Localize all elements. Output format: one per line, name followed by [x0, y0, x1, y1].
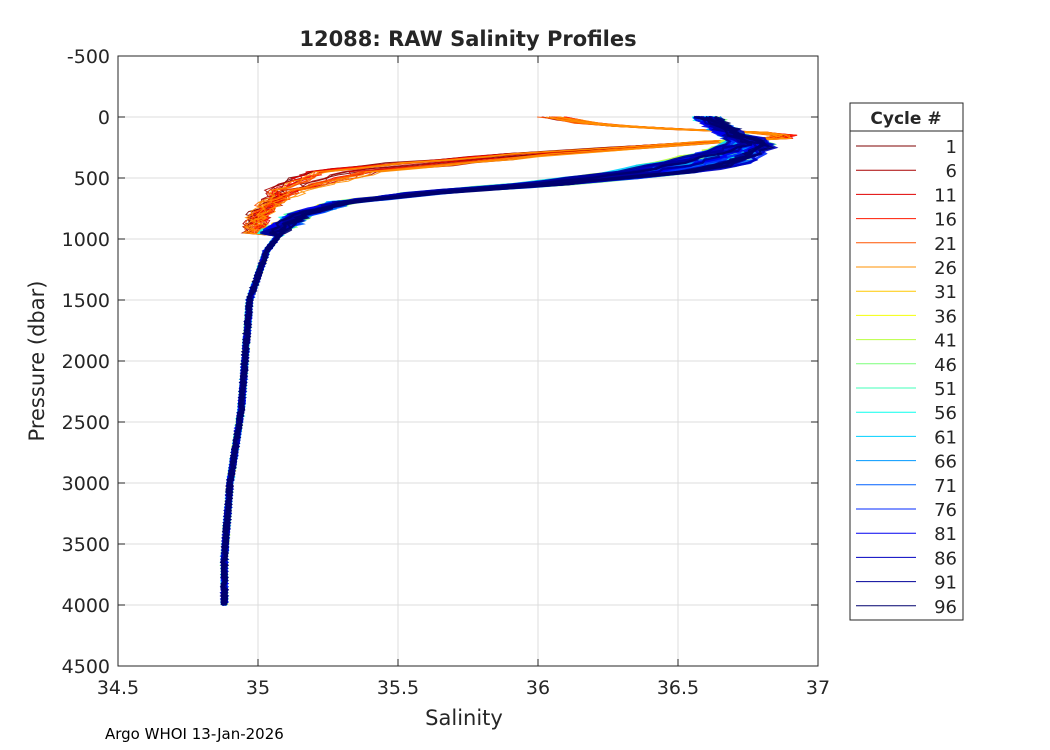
x-tick-label: 37	[806, 677, 830, 699]
legend-label: 66	[934, 452, 957, 473]
x-tick-label: 35.5	[377, 677, 419, 699]
grid	[118, 56, 818, 666]
chart-title: 12088: RAW Salinity Profiles	[299, 27, 636, 51]
legend-label: 46	[934, 355, 957, 376]
legend: Cycle # 16111621263136414651566166717681…	[849, 102, 964, 621]
legend-label: 11	[934, 185, 957, 206]
y-axis-ticks: -500 0 500 1000 1500 2000 2500 3000 3500 4000 4500	[62, 46, 818, 678]
y-tick-label: 3500	[62, 534, 110, 556]
legend-box	[849, 102, 964, 621]
legend-title: Cycle #	[870, 109, 941, 129]
profile-line	[220, 115, 767, 606]
y-tick-label: 1500	[62, 290, 110, 312]
legend-label: 91	[934, 573, 957, 594]
legend-label: 76	[934, 500, 957, 521]
y-tick-label: 4000	[62, 595, 110, 617]
y-tick-label: -500	[67, 46, 110, 68]
y-axis-label: Pressure (dbar)	[25, 281, 49, 442]
legend-label: 81	[934, 524, 957, 545]
y-tick-label: 3000	[62, 473, 110, 495]
legend-label: 86	[934, 548, 957, 569]
x-tick-label: 34.5	[97, 677, 139, 699]
x-tick-label: 36.5	[657, 677, 699, 699]
salinity-profiles	[219, 115, 798, 607]
y-tick-label: 2500	[62, 412, 110, 434]
legend-label: 36	[934, 306, 957, 327]
legend-label: 61	[934, 427, 957, 448]
legend-label: 21	[934, 234, 957, 255]
legend-label: 56	[934, 403, 957, 424]
y-tick-label: 1000	[62, 229, 110, 251]
y-tick-label: 2000	[62, 351, 110, 373]
legend-label: 1	[946, 137, 957, 158]
legend-label: 96	[934, 597, 957, 618]
x-tick-label: 35	[246, 677, 270, 699]
footer-credit: Argo WHOI 13-Jan-2026	[105, 725, 284, 743]
legend-label: 71	[934, 476, 957, 497]
legend-label: 31	[934, 282, 957, 303]
x-axis-label: Salinity	[425, 706, 503, 730]
y-tick-label: 4500	[62, 656, 110, 678]
x-axis-ticks: 34.5 35 35.5 36 36.5 37	[97, 56, 830, 699]
x-tick-label: 36	[526, 677, 550, 699]
legend-label: 26	[934, 258, 957, 279]
legend-label: 6	[946, 161, 957, 182]
legend-label: 41	[934, 331, 957, 352]
legend-label: 16	[934, 210, 957, 231]
legend-label: 51	[934, 379, 957, 400]
y-tick-label: 0	[98, 107, 110, 129]
y-tick-label: 500	[74, 168, 110, 190]
